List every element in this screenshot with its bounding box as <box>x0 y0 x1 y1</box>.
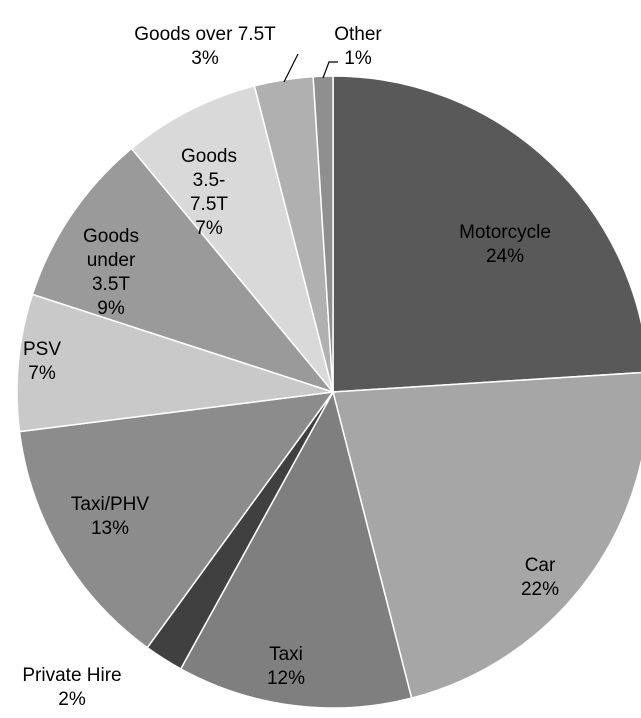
pie-slice <box>179 389 413 709</box>
slice-label: Taxi/PHV 13% <box>30 493 190 541</box>
slice-label: Motorcycle 24% <box>405 221 605 269</box>
slice-label: PSV 7% <box>2 338 82 386</box>
value-label: 13% <box>90 518 130 539</box>
value-label: 24% <box>485 246 525 267</box>
slice-label: Other 1% <box>308 23 408 71</box>
value-label: 7% <box>195 218 223 239</box>
category-label: Motorcycle <box>459 222 551 243</box>
value-label: 12% <box>266 668 306 689</box>
slice-label: Taxi 12% <box>186 643 386 691</box>
pie-slice <box>332 371 641 699</box>
leader-line <box>322 61 338 79</box>
category-label: Private Hire <box>22 665 122 686</box>
category-label: Car <box>524 555 556 576</box>
pie-slice <box>130 85 334 393</box>
value-label: 1% <box>344 48 372 69</box>
slice-label: Goods 3.5-7.5T 7% <box>176 145 242 241</box>
value-label: 22% <box>520 579 560 600</box>
category-label: Taxi/PHV <box>70 494 150 515</box>
category-label: Goods 3.5-7.5T <box>181 146 237 215</box>
pie-slice <box>31 147 336 394</box>
slice-label: Car 22% <box>440 554 640 602</box>
value-label: 3% <box>191 48 219 69</box>
value-label: 7% <box>28 363 56 384</box>
category-label: Taxi <box>269 644 303 665</box>
slice-label: Goods over 7.5T 3% <box>105 23 305 71</box>
value-label: 2% <box>58 689 86 710</box>
slice-label: Goods under 3.5T 9% <box>71 225 151 321</box>
pie-slice <box>16 293 334 433</box>
value-label: 9% <box>97 298 125 319</box>
category-label: Goods under 3.5T <box>83 226 139 295</box>
pie-slice <box>18 391 335 649</box>
leader-line <box>283 53 299 83</box>
category-label: Other <box>334 24 382 45</box>
pie-slice <box>332 75 641 393</box>
category-label: Goods over 7.5T <box>134 24 276 45</box>
slice-label: Private Hire 2% <box>0 664 152 712</box>
category-label: PSV <box>22 339 62 360</box>
